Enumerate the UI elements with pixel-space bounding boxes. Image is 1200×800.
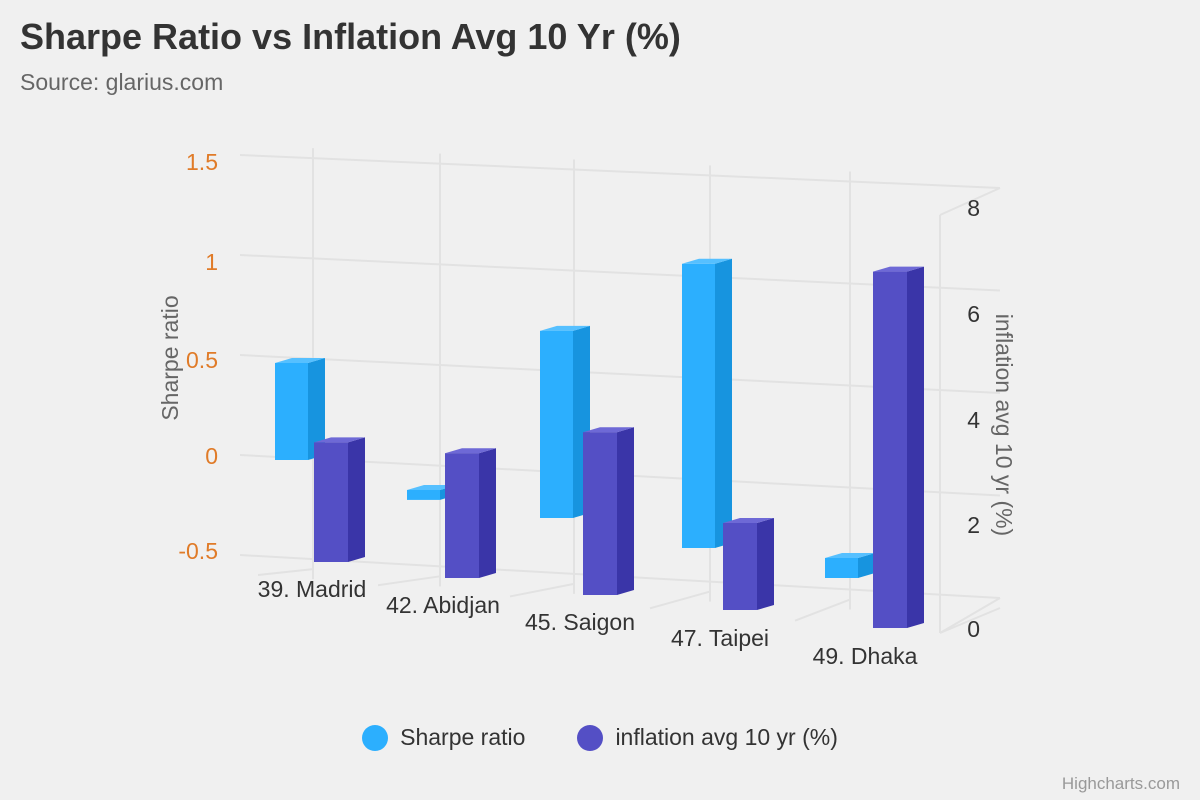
bar-sharpe-39-madrid-front [275, 363, 308, 460]
y-right-tick-label: 4 [967, 407, 980, 433]
y-left-tick-label: 1 [205, 249, 218, 275]
chart-title: Sharpe Ratio vs Inflation Avg 10 Yr (%) [20, 16, 681, 57]
legend-item-sharpe-ratio[interactable]: Sharpe ratio [362, 724, 525, 751]
category-label-39-madrid: 39. Madrid [258, 576, 367, 602]
bar-sharpe-45-saigon[interactable] [540, 325, 590, 518]
grid-line-floor [794, 598, 851, 622]
category-label-42-abidjan: 42. Abidjan [386, 592, 500, 618]
grid-line-floor [257, 568, 314, 576]
bar-inflation-39-madrid-front [314, 442, 348, 562]
grid-line-floor [377, 575, 441, 587]
bar-inflation-45-saigon-side [617, 427, 634, 595]
axes: 1.5 1 0.5 0 -0.5 8 6 4 2 0 Sharpe ratio inflation a… [157, 149, 1017, 669]
bar-inflation-39-madrid[interactable] [314, 437, 365, 562]
bar-sharpe-49-dhaka[interactable] [825, 553, 875, 578]
bar-sharpe-42-abidjan-top [407, 485, 457, 490]
category-label-45-saigon: 45. Saigon [525, 609, 635, 635]
legend-label-sharpe-ratio: Sharpe ratio [400, 724, 526, 750]
bar-inflation-39-madrid-top [314, 437, 365, 443]
bar-sharpe-45-saigon-front [540, 330, 573, 518]
bar-sharpe-45-saigon-top [540, 325, 590, 331]
bar-inflation-39-madrid-side [348, 437, 365, 562]
bar-inflation-42-abidjan-front [445, 453, 479, 578]
grid-line-horizontal [239, 154, 1001, 189]
legend-label-inflation: inflation avg 10 yr (%) [615, 724, 838, 750]
category-label-47-taipei: 47. Taipei [671, 625, 769, 651]
bar-inflation-49-dhaka-top [873, 266, 924, 272]
bar-sharpe-47-taipei-top [682, 258, 732, 264]
y-right-tick-label: 2 [967, 512, 980, 538]
grid-line-floor [649, 590, 711, 610]
bar-inflation-47-taipei[interactable] [723, 518, 774, 610]
bar-sharpe-49-dhaka-side [858, 553, 875, 578]
grid-line-floor [509, 582, 575, 598]
bar-inflation-47-taipei-top [723, 518, 774, 523]
bar-sharpe-39-madrid[interactable] [275, 358, 325, 460]
grid-line-floor [939, 607, 1001, 634]
bar-inflation-47-taipei-side [757, 518, 774, 610]
bars [275, 258, 924, 628]
y-right-tick-label: 0 [967, 616, 980, 642]
y-left-tick-label: -0.5 [178, 538, 218, 564]
bar-inflation-49-dhaka-front [873, 271, 907, 628]
bar-sharpe-39-madrid-top [275, 358, 325, 363]
bar-sharpe-47-taipei[interactable] [682, 258, 732, 548]
bar-inflation-45-saigon-top [583, 427, 634, 433]
grid-line-side [939, 597, 1001, 634]
y-right-tick-label: 8 [967, 195, 980, 221]
bar-inflation-45-saigon[interactable] [583, 427, 634, 595]
bar-inflation-42-abidjan-side [479, 448, 496, 578]
credits-link[interactable]: Highcharts.com [1061, 774, 1180, 793]
bar-sharpe-47-taipei-front [682, 263, 715, 548]
legend: Sharpe ratio inflation avg 10 yr (%) [0, 724, 1200, 751]
bar-inflation-49-dhaka[interactable] [873, 266, 924, 628]
bar-inflation-42-abidjan[interactable] [445, 448, 496, 578]
bar-inflation-49-dhaka-side [907, 266, 924, 628]
category-label-49-dhaka: 49. Dhaka [813, 643, 918, 669]
bar-inflation-45-saigon-front [583, 432, 617, 595]
y-right-axis-title: inflation avg 10 yr (%) [991, 314, 1017, 536]
legend-marker-inflation [577, 724, 604, 751]
grid-line-side [939, 187, 1001, 216]
y-left-tick-label: 0 [205, 443, 218, 469]
bar-inflation-42-abidjan-top [445, 448, 496, 454]
y-left-axis-title: Sharpe ratio [157, 295, 183, 420]
legend-item-inflation[interactable]: inflation avg 10 yr (%) [577, 724, 838, 751]
bar-sharpe-47-taipei-side [715, 258, 732, 548]
y-right-tick-label: 6 [967, 301, 980, 327]
y-left-tick-label: 1.5 [186, 149, 218, 175]
bar-sharpe-39-madrid-side [308, 358, 325, 460]
bar-sharpe-42-abidjan-front [407, 490, 440, 500]
chart-subtitle: Source: glarius.com [20, 69, 224, 95]
y-left-tick-label: 0.5 [186, 347, 218, 373]
bar-sharpe-49-dhaka-front [825, 558, 858, 578]
legend-marker-sharpe-ratio [362, 724, 389, 751]
bar-sharpe-49-dhaka-top [825, 553, 875, 558]
bar-inflation-47-taipei-front [723, 523, 757, 610]
